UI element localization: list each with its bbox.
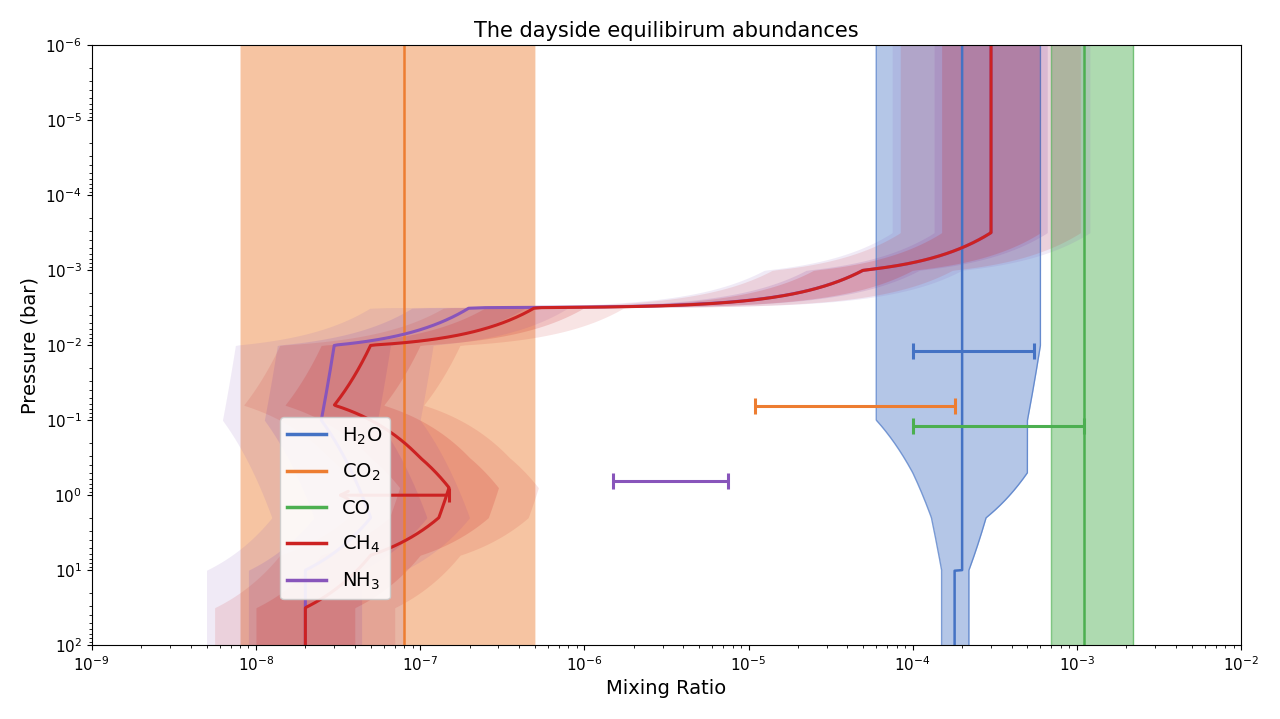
Y-axis label: Pressure (bar): Pressure (bar) [20,277,40,413]
Legend: H$_2$O, CO$_2$, CO, CH$_4$, NH$_3$: H$_2$O, CO$_2$, CO, CH$_4$, NH$_3$ [279,418,390,600]
X-axis label: Mixing Ratio: Mixing Ratio [607,679,727,698]
Title: The dayside equilibirum abundances: The dayside equilibirum abundances [474,21,859,41]
